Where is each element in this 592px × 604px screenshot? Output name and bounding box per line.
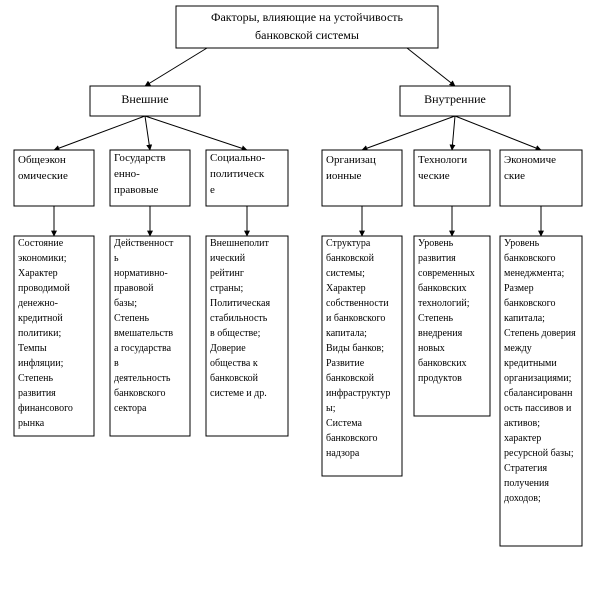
edge-int-c4 (362, 116, 455, 150)
edge-ext-c3 (145, 116, 247, 150)
nodes: Факторы, влияющие на устойчивостьбанковс… (14, 6, 582, 546)
node-c4: Организационные (322, 150, 402, 206)
node-d5: Уровеньразвитиясовременныхбанковскихтехн… (414, 236, 490, 416)
node-c6: Экономические (500, 150, 582, 206)
edge-int-c6 (455, 116, 541, 150)
node-d4: Структурабанковскойсистемы;Характерсобст… (322, 236, 402, 476)
node-int: Внутренние (400, 86, 510, 116)
node-label-ext: Внешние (121, 92, 168, 106)
node-d6: Уровеньбанковскогоменеджмента;Размербанк… (500, 236, 582, 546)
edge-root-int (407, 48, 455, 86)
node-root: Факторы, влияющие на устойчивостьбанковс… (176, 6, 438, 48)
node-d2: Действенностьнормативно-правовойбазы;Сте… (110, 236, 190, 436)
node-c1: Общеэкономические (14, 150, 94, 206)
node-label-int: Внутренние (424, 92, 486, 106)
node-c3: Социально-политическе (206, 150, 288, 206)
node-d1: Состояниеэкономики;Характерпроводимойден… (14, 236, 94, 436)
node-ext: Внешние (90, 86, 200, 116)
diagram-canvas: Факторы, влияющие на устойчивостьбанковс… (0, 0, 592, 604)
edge-ext-c2 (145, 116, 150, 150)
node-d3: Внешнеполитическийрейтингстраны;Политиче… (206, 236, 288, 436)
node-c2: Государственно-правовые (110, 150, 190, 206)
node-c5: Технологические (414, 150, 490, 206)
edges (54, 48, 541, 236)
edge-int-c5 (452, 116, 455, 150)
edge-root-ext (145, 48, 207, 86)
edge-ext-c1 (54, 116, 145, 150)
